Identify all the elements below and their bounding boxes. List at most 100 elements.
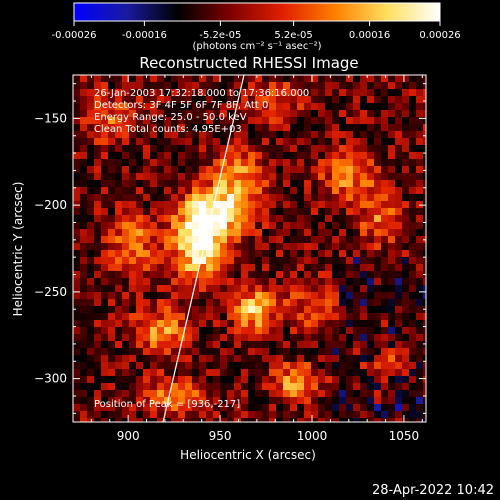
heatmap-cell	[213, 306, 221, 314]
heatmap-cell	[241, 236, 249, 244]
heatmap-cell	[129, 397, 137, 405]
heatmap-cell	[318, 124, 326, 132]
heatmap-cell	[290, 257, 298, 265]
heatmap-cell	[178, 306, 186, 314]
heatmap-cell	[234, 250, 242, 258]
heatmap-cell	[115, 243, 123, 251]
heatmap-cell	[80, 348, 88, 356]
heatmap-cell	[220, 166, 228, 174]
heatmap-cell	[199, 334, 207, 342]
heatmap-cell	[311, 376, 319, 384]
heatmap-cell	[234, 327, 242, 335]
heatmap-cell	[73, 103, 81, 111]
heatmap-cell	[157, 334, 165, 342]
heatmap-cell	[87, 348, 95, 356]
heatmap-cell	[157, 285, 165, 293]
heatmap-cell	[388, 369, 396, 377]
heatmap-cell	[73, 348, 81, 356]
heatmap-cell	[402, 173, 410, 181]
heatmap-cell	[367, 292, 375, 300]
heatmap-cell	[157, 362, 165, 370]
heatmap-cell	[367, 82, 375, 90]
heatmap-cell	[143, 159, 151, 167]
heatmap-cell	[325, 215, 333, 223]
heatmap-cell	[353, 201, 361, 209]
heatmap-cell	[388, 404, 396, 412]
heatmap-cell	[199, 82, 207, 90]
heatmap-cell	[234, 222, 242, 230]
heatmap-cell	[262, 271, 270, 279]
heatmap-cell	[304, 264, 312, 272]
heatmap-cell	[248, 131, 256, 139]
heatmap-cell	[311, 369, 319, 377]
heatmap-cell	[178, 320, 186, 328]
heatmap-cell	[374, 250, 382, 258]
heatmap-cell	[262, 369, 270, 377]
heatmap-cell	[269, 187, 277, 195]
heatmap-cell	[395, 376, 403, 384]
heatmap-cell	[80, 390, 88, 398]
heatmap-cell	[122, 110, 130, 118]
heatmap-cell	[192, 173, 200, 181]
heatmap-cell	[108, 341, 116, 349]
heatmap-cell	[339, 117, 347, 125]
heatmap-cell	[143, 201, 151, 209]
heatmap-cell	[122, 180, 130, 188]
heatmap-cell	[115, 117, 123, 125]
heatmap-cell	[353, 397, 361, 405]
heatmap-cell	[248, 320, 256, 328]
heatmap-cell	[311, 222, 319, 230]
heatmap-cell	[178, 313, 186, 321]
heatmap-cell	[122, 201, 130, 209]
heatmap-cell	[311, 257, 319, 265]
heatmap-cell	[150, 166, 158, 174]
heatmap-cell	[206, 138, 214, 146]
heatmap-cell	[381, 264, 389, 272]
heatmap-cell	[276, 131, 284, 139]
heatmap-cell	[332, 215, 340, 223]
heatmap-cell	[283, 194, 291, 202]
heatmap-cell	[129, 131, 137, 139]
heatmap-cell	[304, 306, 312, 314]
heatmap-cell	[80, 75, 88, 83]
heatmap-cell	[262, 334, 270, 342]
heatmap-cell	[255, 348, 263, 356]
heatmap-cell	[178, 418, 186, 422]
heatmap-cell	[73, 397, 81, 405]
heatmap-cell	[122, 376, 130, 384]
heatmap-cell	[94, 75, 102, 83]
heatmap-cell	[395, 320, 403, 328]
heatmap-cell	[311, 355, 319, 363]
heatmap-cell	[192, 96, 200, 104]
heatmap-cell	[122, 75, 130, 83]
heatmap-cell	[164, 320, 172, 328]
heatmap-cell	[248, 159, 256, 167]
heatmap-cell	[80, 124, 88, 132]
heatmap-cell	[388, 145, 396, 153]
heatmap-cell	[136, 278, 144, 286]
heatmap-cell	[136, 418, 144, 422]
heatmap-cell	[311, 229, 319, 237]
heatmap-cell	[206, 376, 214, 384]
heatmap-cell	[206, 173, 214, 181]
heatmap-cell	[339, 180, 347, 188]
heatmap-cell	[346, 362, 354, 370]
heatmap-cell	[171, 250, 179, 258]
heatmap-cell	[290, 362, 298, 370]
heatmap-cell	[185, 103, 193, 111]
heatmap-cell	[416, 110, 424, 118]
heatmap-cell	[241, 334, 249, 342]
heatmap-cell	[87, 285, 95, 293]
heatmap-cell	[332, 355, 340, 363]
heatmap-cell	[318, 257, 326, 265]
heatmap-cell	[241, 145, 249, 153]
heatmap-cell	[283, 173, 291, 181]
heatmap-cell	[129, 166, 137, 174]
heatmap-cell	[276, 215, 284, 223]
heatmap-cell	[248, 222, 256, 230]
heatmap-cell	[164, 131, 172, 139]
heatmap-cell	[325, 145, 333, 153]
heatmap-cell	[409, 173, 417, 181]
heatmap-cell	[122, 383, 130, 391]
heatmap-cell	[381, 271, 389, 279]
